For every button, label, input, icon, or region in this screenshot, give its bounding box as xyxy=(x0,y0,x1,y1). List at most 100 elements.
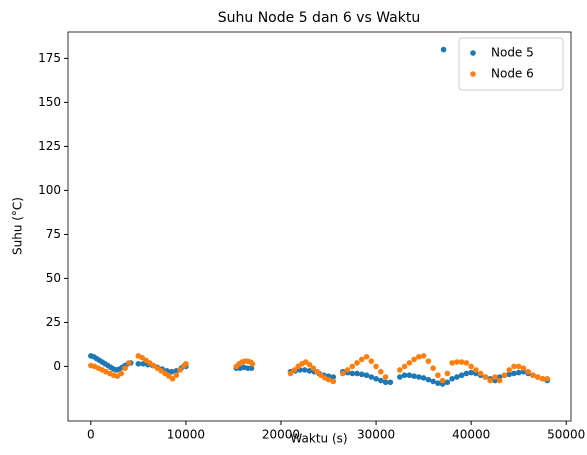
point xyxy=(420,353,427,359)
point xyxy=(477,370,484,377)
y-tick-label: 50 xyxy=(46,271,61,285)
point xyxy=(525,368,532,375)
point xyxy=(406,372,413,379)
legend: Node 5 Node 6 xyxy=(458,37,564,91)
point xyxy=(530,372,536,379)
point xyxy=(354,370,360,377)
point xyxy=(397,367,403,373)
point xyxy=(310,365,317,371)
point xyxy=(468,363,474,370)
point xyxy=(301,367,308,373)
point xyxy=(118,370,125,377)
point xyxy=(359,371,365,378)
y-tick-label: 0 xyxy=(53,359,61,373)
point xyxy=(487,377,493,384)
legend-label: Node 6 xyxy=(491,67,534,81)
point xyxy=(539,375,546,382)
point xyxy=(449,360,455,366)
chart-title: Suhu Node 5 dan 6 vs Waktu xyxy=(218,10,420,26)
legend-marker xyxy=(470,71,476,77)
point xyxy=(444,370,451,377)
point xyxy=(349,363,356,370)
point xyxy=(126,360,132,366)
point xyxy=(135,360,142,367)
point xyxy=(401,372,408,379)
point xyxy=(435,372,441,379)
point xyxy=(454,374,460,380)
point xyxy=(344,367,351,373)
point xyxy=(401,363,408,370)
point xyxy=(173,372,180,379)
point xyxy=(463,370,470,377)
point xyxy=(330,374,337,380)
point xyxy=(458,372,465,379)
point xyxy=(168,368,175,375)
point xyxy=(439,377,446,384)
x-tick-label: 30000 xyxy=(357,428,395,442)
point xyxy=(416,374,422,380)
y-tick-label: 25 xyxy=(46,315,61,329)
point xyxy=(314,368,320,375)
point xyxy=(458,359,465,365)
point xyxy=(359,356,365,363)
point xyxy=(515,363,522,370)
point xyxy=(406,360,413,366)
legend-marker xyxy=(470,50,476,56)
point xyxy=(122,365,128,371)
x-axis-label: Waktu (s) xyxy=(290,432,347,446)
point xyxy=(339,370,346,377)
point xyxy=(430,365,436,371)
point xyxy=(492,374,498,380)
point xyxy=(378,377,384,384)
point xyxy=(473,367,479,373)
point xyxy=(544,375,551,382)
point xyxy=(420,375,427,381)
point xyxy=(325,376,332,383)
point xyxy=(248,365,255,371)
y-tick-label: 150 xyxy=(38,95,61,109)
point xyxy=(349,370,356,377)
y-tick-label: 75 xyxy=(46,227,61,241)
point xyxy=(511,363,517,370)
point xyxy=(482,374,489,380)
point xyxy=(425,358,432,364)
point xyxy=(416,353,422,360)
point xyxy=(534,374,541,380)
point xyxy=(378,368,384,375)
point xyxy=(177,367,184,373)
x-tick-label: 0 xyxy=(87,428,95,442)
point xyxy=(511,370,517,377)
plot-frame xyxy=(67,31,572,422)
point xyxy=(291,367,298,373)
point xyxy=(515,369,522,376)
point xyxy=(411,373,417,379)
legend-box xyxy=(458,37,564,91)
point xyxy=(183,360,189,367)
x-tick-label: 40000 xyxy=(452,428,490,442)
point xyxy=(411,356,417,363)
point xyxy=(463,360,470,366)
point xyxy=(506,371,512,378)
point xyxy=(506,367,512,373)
point xyxy=(363,372,370,379)
point xyxy=(440,46,447,53)
point xyxy=(501,372,508,379)
point xyxy=(496,377,503,384)
point xyxy=(330,378,337,385)
point xyxy=(368,358,375,364)
point xyxy=(435,380,441,386)
point xyxy=(382,374,389,380)
x-tick-label: 50000 xyxy=(547,428,585,442)
point xyxy=(387,379,394,386)
point xyxy=(468,369,474,376)
y-tick-label: 175 xyxy=(38,51,61,65)
y-tick-label: 125 xyxy=(38,139,61,153)
point xyxy=(306,361,313,368)
point xyxy=(368,374,375,380)
y-axis-label: Suhu (°C) xyxy=(11,197,25,255)
point xyxy=(382,379,389,386)
x-tick-label: 20000 xyxy=(262,428,300,442)
point xyxy=(430,378,436,385)
point xyxy=(425,376,432,383)
